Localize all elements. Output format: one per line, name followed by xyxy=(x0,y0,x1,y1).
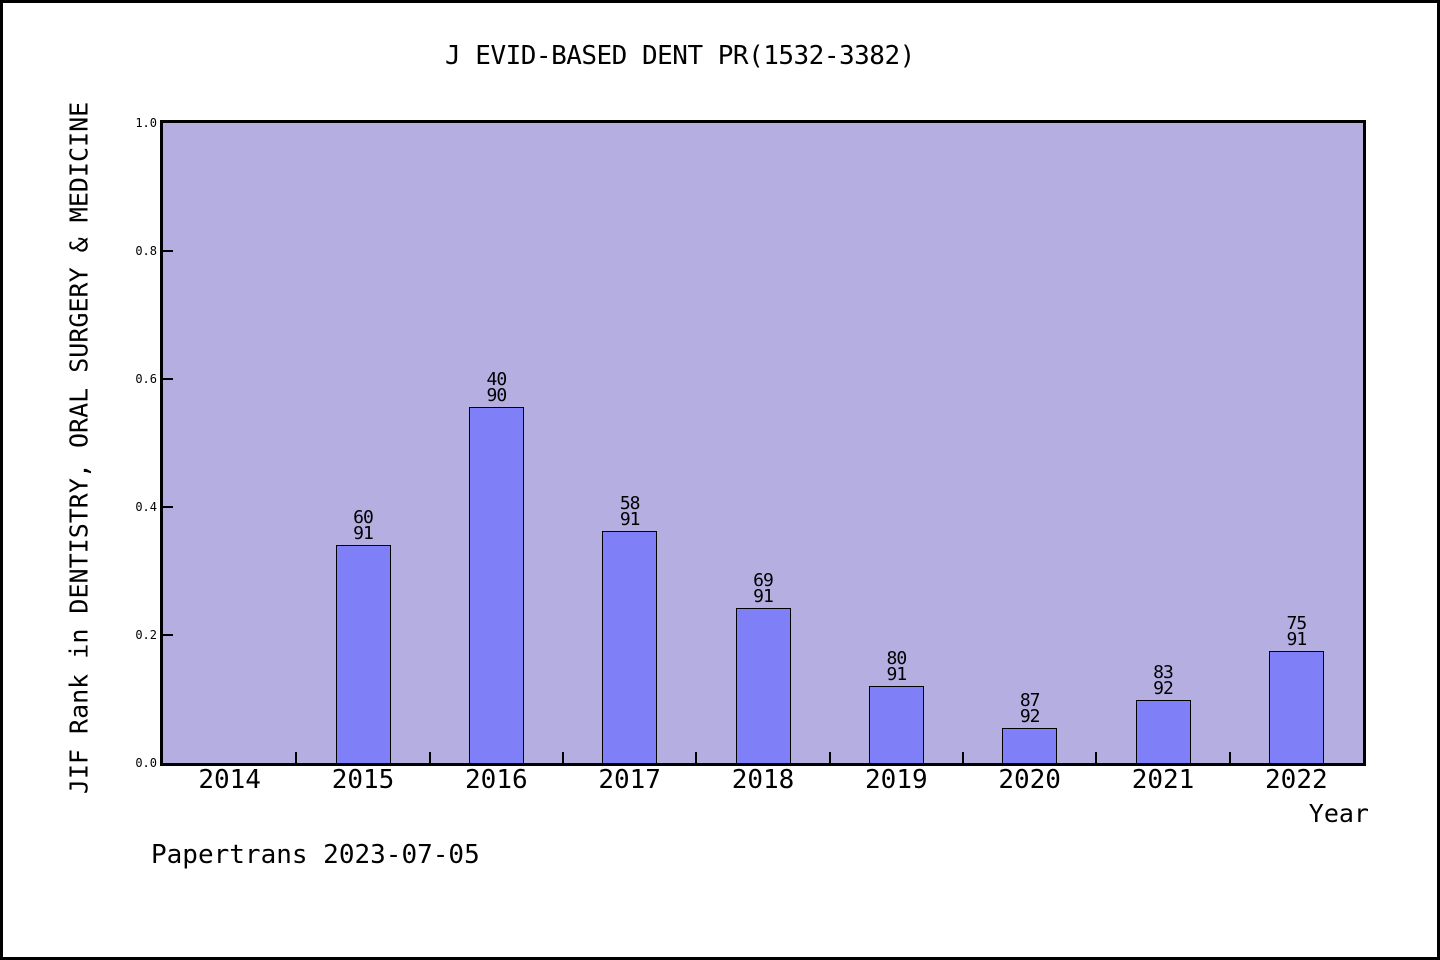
x-axis-tick xyxy=(695,752,698,763)
x-tick-label-2014: 2014 xyxy=(198,765,261,795)
y-tick-label-0.4: 0.4 xyxy=(135,500,157,514)
chart-title: J EVID-BASED DENT PR(1532-3382) xyxy=(445,41,915,71)
x-tick-label-2021: 2021 xyxy=(1131,765,1195,795)
x-axis-tick xyxy=(1095,752,1098,763)
bar-2022 xyxy=(1268,650,1324,763)
plot-area: 60 91 40 90 58 91 69 91 80 91 87 92 83 92 75 91 xyxy=(163,123,1363,763)
bar-value-label-2019: 80 91 xyxy=(886,647,907,685)
y-axis-label: JIF Rank in DENTISTRY, ORAL SURGERY & ME… xyxy=(64,101,94,795)
bar-2017 xyxy=(602,530,658,763)
bar-2018 xyxy=(735,608,791,763)
y-tick-label-1.0: 1.0 xyxy=(135,116,157,130)
x-tick-label-2015: 2015 xyxy=(331,765,395,795)
x-axis-tick xyxy=(562,752,564,763)
x-axis-label: Year xyxy=(1308,799,1369,828)
bar-value-label-2022: 75 91 xyxy=(1286,612,1307,650)
y-axis-tick xyxy=(163,506,173,508)
y-tick-label-0.6: 0.6 xyxy=(135,372,157,386)
bar-2015 xyxy=(335,544,391,763)
x-tick-label-2022: 2022 xyxy=(1265,765,1328,795)
bar-value-label-2016: 40 90 xyxy=(486,369,507,407)
x-tick-label-2019: 2019 xyxy=(865,765,928,795)
x-axis-tick xyxy=(1228,752,1231,763)
y-axis-tick xyxy=(163,634,173,636)
bar-2020 xyxy=(1002,728,1058,763)
x-tick-label-2016: 2016 xyxy=(465,765,528,795)
bar-2021 xyxy=(1135,700,1191,763)
bar-value-label-2017: 58 91 xyxy=(619,492,641,530)
x-tick-label-2017: 2017 xyxy=(598,765,661,795)
x-axis-tick xyxy=(828,752,831,763)
x-axis-tick xyxy=(962,752,964,763)
x-axis-tick xyxy=(428,752,431,763)
y-axis-tick xyxy=(163,378,173,380)
x-tick-label-2018: 2018 xyxy=(731,765,795,795)
x-tick-label-2020: 2020 xyxy=(998,765,1061,795)
bar-value-label-2020: 87 92 xyxy=(1019,690,1041,728)
y-tick-label-0.2: 0.2 xyxy=(135,628,157,642)
y-tick-label-0.0: 0.0 xyxy=(135,756,157,770)
bar-value-label-2021: 83 92 xyxy=(1153,662,1174,700)
footer-watermark: Papertrans 2023-07-05 xyxy=(151,840,480,870)
y-axis-tick xyxy=(163,250,173,252)
bar-2019 xyxy=(868,685,924,763)
bar-2016 xyxy=(468,407,524,763)
x-axis-tick xyxy=(295,752,298,763)
y-tick-label-0.8: 0.8 xyxy=(135,244,157,258)
bar-value-label-2018: 69 91 xyxy=(753,570,774,608)
bar-value-label-2015: 60 91 xyxy=(353,506,374,544)
